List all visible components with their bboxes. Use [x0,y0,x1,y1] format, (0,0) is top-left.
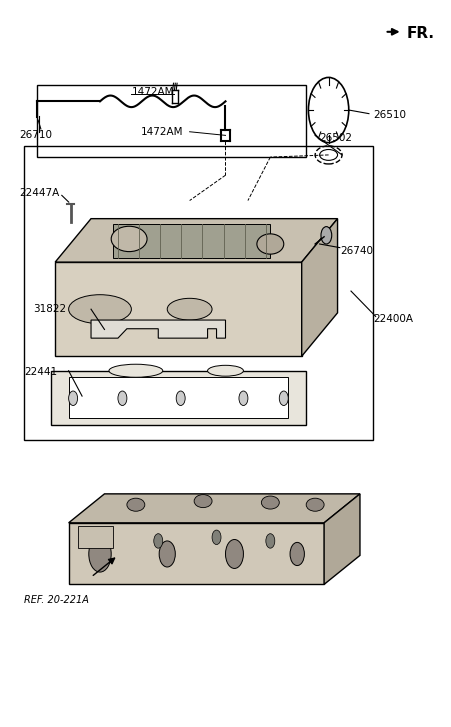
Circle shape [118,391,127,406]
Bar [24,146,373,440]
Bar [114,224,270,259]
Circle shape [266,534,275,548]
Ellipse shape [109,364,163,377]
Polygon shape [55,219,337,262]
Ellipse shape [257,234,284,254]
Circle shape [212,530,221,545]
Circle shape [239,391,248,406]
Polygon shape [55,262,302,356]
Ellipse shape [167,298,212,320]
Text: 1472AM: 1472AM [140,126,183,137]
Text: 22441: 22441 [24,367,57,377]
Ellipse shape [69,294,131,324]
Ellipse shape [194,494,212,507]
Text: REF. 20-221A: REF. 20-221A [24,595,89,606]
Text: FR.: FR. [407,26,435,41]
Polygon shape [69,494,360,523]
Text: 1472AM: 1472AM [131,87,174,97]
Text: 26510: 26510 [373,110,406,120]
Bar [37,84,306,157]
Circle shape [290,542,304,566]
Polygon shape [324,494,360,585]
Polygon shape [69,377,288,418]
Polygon shape [91,320,226,338]
Text: 26502: 26502 [320,132,353,142]
Circle shape [69,391,78,406]
Text: 22447A: 22447A [19,188,60,198]
Ellipse shape [127,498,145,511]
Circle shape [176,391,185,406]
Text: 31822: 31822 [33,304,66,314]
Text: 26740: 26740 [340,246,373,256]
Polygon shape [69,523,324,585]
Ellipse shape [306,498,324,511]
Circle shape [159,541,175,567]
Ellipse shape [111,226,147,252]
Polygon shape [51,371,306,425]
Circle shape [226,539,244,569]
Circle shape [154,534,163,548]
Circle shape [89,536,111,572]
Text: 26710: 26710 [19,130,52,140]
Text: 22400A: 22400A [373,313,414,324]
Polygon shape [302,219,337,356]
Ellipse shape [262,496,279,509]
Circle shape [321,227,332,244]
Bar [78,526,114,548]
Ellipse shape [207,365,244,376]
Circle shape [279,391,288,406]
